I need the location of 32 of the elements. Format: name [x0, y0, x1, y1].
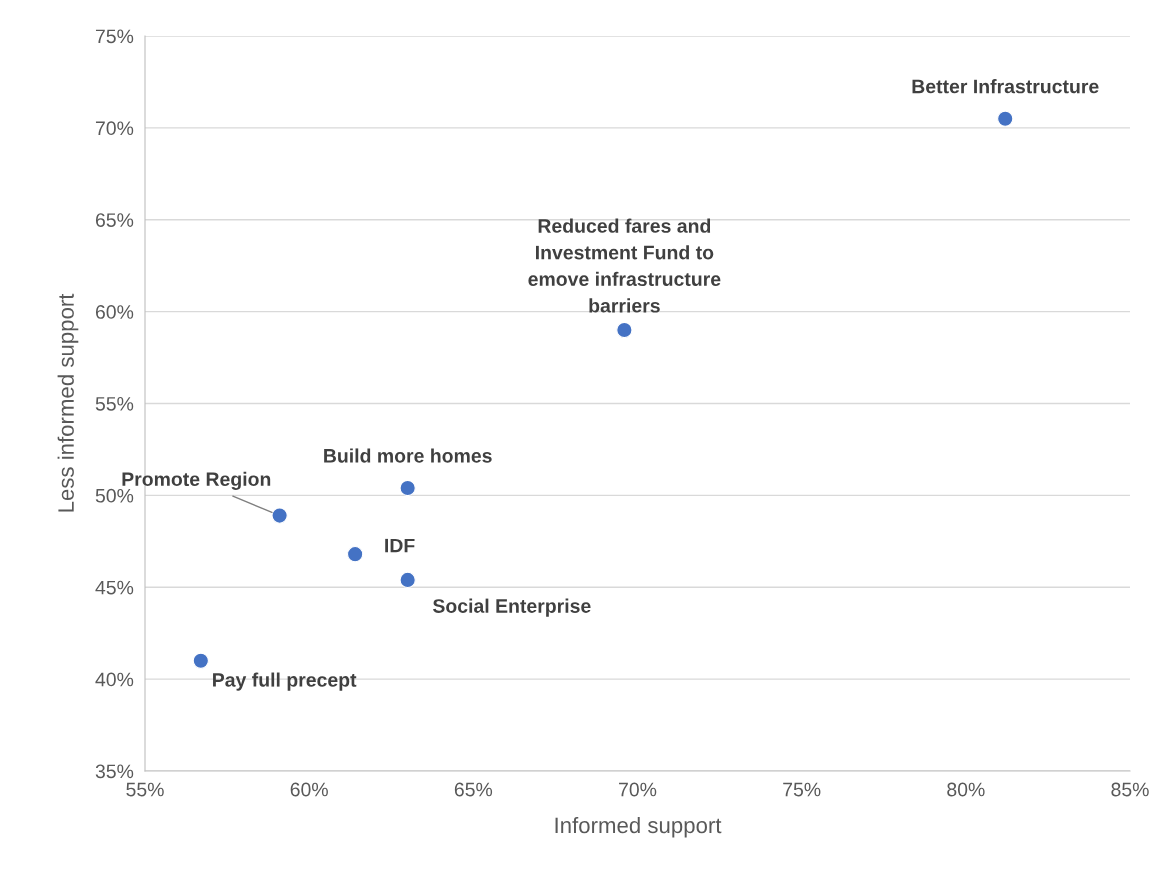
- y-axis-title: Less informed support: [57, 293, 79, 512]
- x-tick-label: 55%: [126, 782, 164, 797]
- y-tick-label: 60%: [95, 305, 134, 319]
- annotation: Promote Region: [122, 471, 271, 490]
- point: [997, 110, 1014, 127]
- annotation: Reduced fares and Investment Fund to emove infrastructure barriers: [528, 218, 721, 313]
- y-tick-label: 65%: [95, 213, 134, 227]
- y-tick-label: 75%: [95, 29, 134, 44]
- x-tick-label: 75%: [783, 782, 821, 797]
- point: [399, 479, 416, 497]
- x-tick-label: 80%: [947, 782, 985, 797]
- y-tick-label: 35%: [95, 764, 134, 779]
- x-tick-label: 70%: [619, 782, 657, 797]
- point: [616, 321, 633, 339]
- point: [346, 546, 364, 563]
- annotation: Pay full precept: [213, 672, 357, 691]
- y-tick-label: 70%: [95, 121, 134, 136]
- y-tick-label: 45%: [95, 580, 134, 595]
- y-tick-label: 40%: [95, 672, 134, 687]
- x-tick-label: 85%: [1111, 782, 1149, 797]
- x-axis-title: Informed support: [555, 816, 722, 838]
- y-tick-label: 50%: [95, 488, 134, 503]
- point: [192, 652, 209, 669]
- annotation: IDF: [385, 538, 415, 553]
- annotation: Better Infrastructure: [912, 79, 1099, 94]
- x-tick-label: 60%: [290, 782, 328, 797]
- annotation: Social Enterprise: [432, 598, 591, 617]
- annotation: Build more homes: [324, 448, 492, 463]
- x-tick-label: 65%: [454, 782, 493, 797]
- point: [271, 507, 288, 524]
- point: [399, 571, 416, 589]
- y-tick-label: 55%: [95, 397, 134, 411]
